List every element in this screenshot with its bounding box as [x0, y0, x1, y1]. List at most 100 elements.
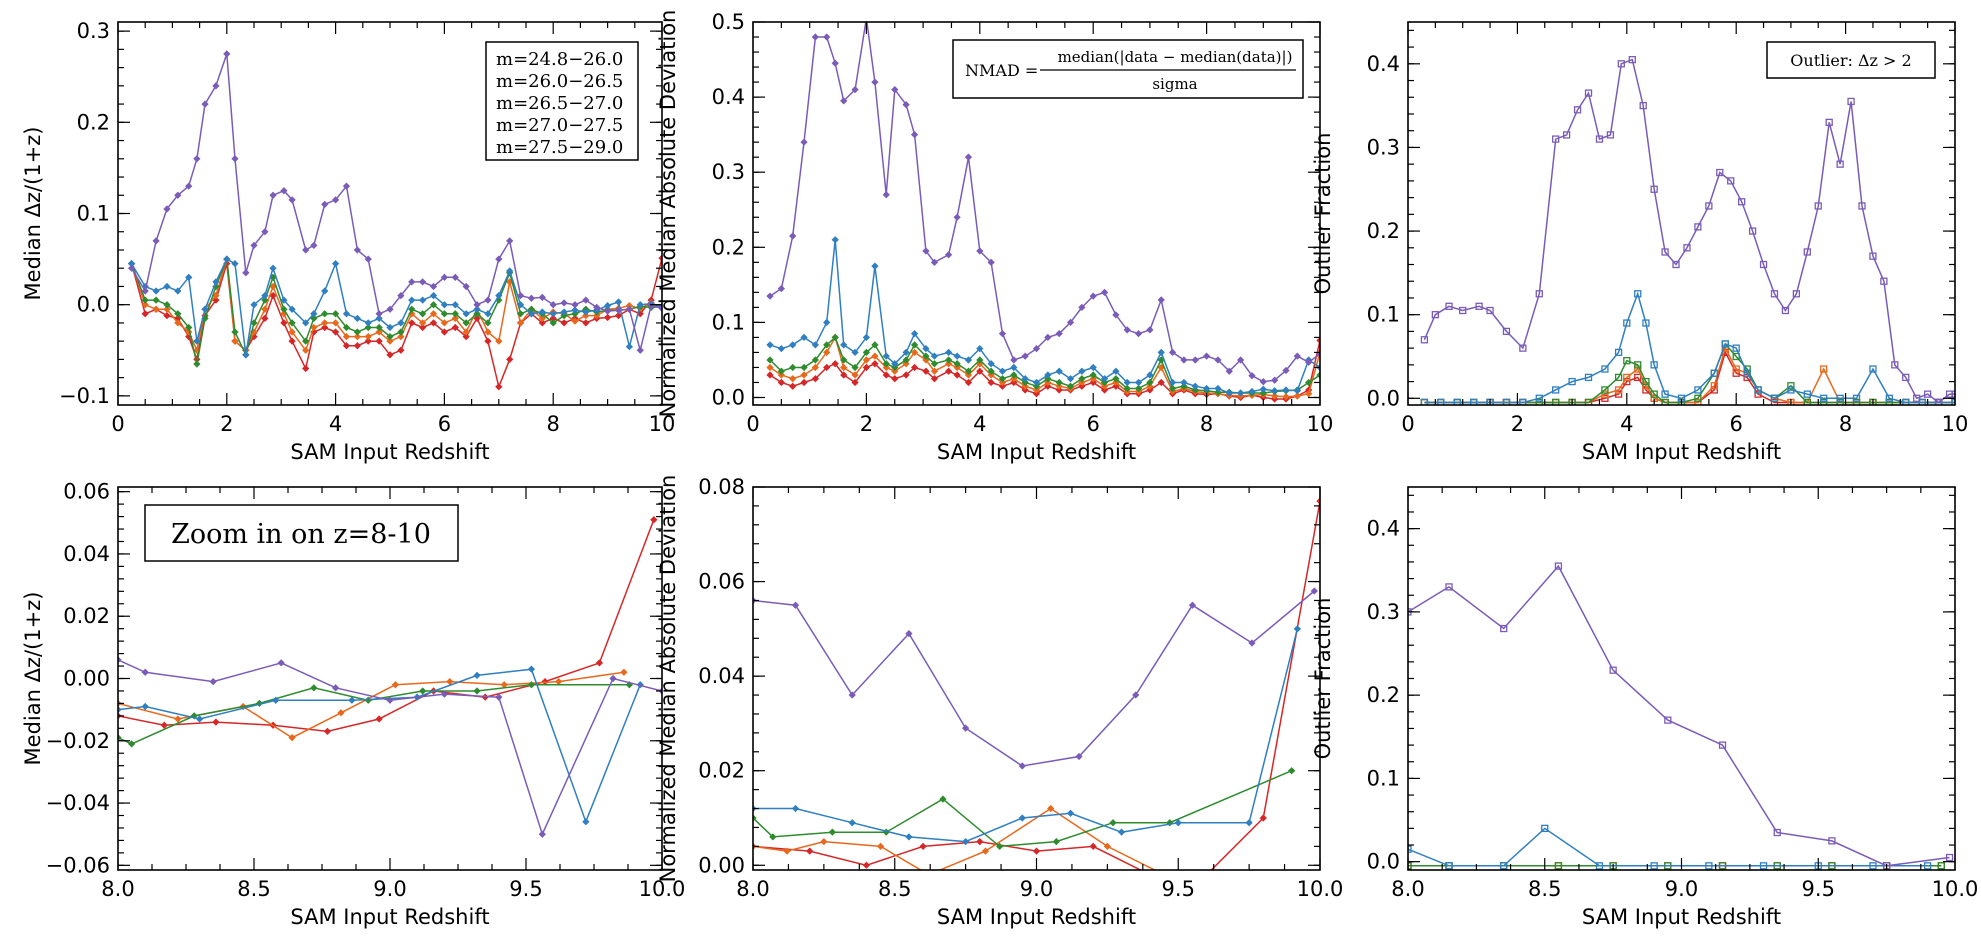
data-point	[777, 367, 785, 375]
data-point	[451, 273, 459, 281]
data-point	[549, 310, 557, 318]
x-tick-label: 10.0	[1932, 877, 1979, 901]
zoom-text: Zoom in on z=8-10	[171, 519, 431, 550]
data-point	[1274, 872, 1280, 878]
data-point	[1787, 386, 1795, 394]
data-point	[1554, 862, 1563, 870]
data-point	[910, 363, 919, 372]
data-point	[953, 360, 961, 368]
data-point	[823, 341, 831, 349]
data-point	[1820, 394, 1828, 402]
x-tick-label: 8.5	[878, 877, 911, 901]
data-point	[964, 356, 973, 364]
data-point	[1293, 352, 1301, 360]
data-point	[429, 301, 438, 309]
data-point	[152, 296, 160, 304]
data-point	[527, 681, 536, 689]
data-point	[930, 258, 939, 266]
x-tick-label: 10	[1942, 412, 1969, 436]
data-point	[1743, 369, 1751, 377]
y-tick-label: 0.4	[712, 85, 745, 109]
data-point	[1601, 394, 1609, 402]
data-point	[1134, 330, 1143, 338]
data-point	[1924, 390, 1932, 398]
data-point	[922, 352, 930, 360]
data-point	[571, 306, 579, 314]
panel-6: 8.0 8.5 9.0 9.5 10.0 0.0 0.1 0.2 0.3 0.4 SAM Input…	[1311, 486, 1979, 929]
data-point	[987, 360, 995, 368]
data-point	[429, 310, 438, 318]
data-point	[1282, 366, 1290, 375]
data-point	[1021, 382, 1029, 390]
data-point	[1310, 587, 1318, 595]
x-tick-label: 9.0	[373, 877, 406, 901]
data-point	[571, 310, 579, 318]
data-point	[193, 337, 201, 345]
data-point	[930, 367, 939, 375]
legend-item-3: m=26.5−27.0	[496, 93, 623, 114]
data-point	[806, 847, 814, 855]
data-point	[419, 319, 427, 327]
data-point	[1820, 398, 1828, 405]
x-tick-label: 8.5	[237, 877, 270, 901]
data-point	[538, 314, 546, 322]
panel-2: 0 2 4 6 8 10 0.0 0.1 0.2 0.3 0.4 0.5 SAM Input Redsh…	[656, 10, 1333, 464]
data-point	[571, 317, 579, 325]
y-tick-label: 0.0	[1367, 386, 1400, 410]
data-point	[1044, 333, 1052, 342]
data-point	[769, 833, 777, 841]
data-point	[255, 699, 264, 708]
data-point	[831, 360, 839, 368]
legend-item-4: m=27.0−27.5	[496, 115, 623, 136]
data-point	[506, 267, 514, 275]
data-point	[549, 301, 557, 309]
data-point	[1836, 394, 1844, 402]
data-point	[1103, 842, 1111, 850]
x-tick-label: 10	[649, 412, 676, 436]
data-point	[280, 296, 288, 304]
data-point	[1770, 290, 1779, 298]
data-point	[840, 371, 848, 379]
data-point	[185, 273, 193, 281]
data-point	[331, 684, 340, 692]
data-point	[1032, 378, 1041, 387]
data-point	[440, 273, 449, 281]
data-point	[1880, 277, 1888, 285]
data-point	[277, 659, 285, 667]
series-line-m=24.8-26.0	[130, 258, 662, 390]
data-point	[1420, 398, 1429, 405]
data-point	[408, 296, 416, 304]
data-point	[1705, 862, 1713, 870]
data-point	[1044, 378, 1052, 387]
data-point	[1075, 752, 1083, 761]
data-point	[1089, 292, 1097, 300]
data-point	[882, 360, 890, 368]
data-point	[321, 319, 329, 327]
data-point	[375, 715, 383, 723]
series-line-m=26.5-27.0	[753, 770, 1292, 848]
data-point	[302, 337, 310, 345]
x-tick-label: 0	[1401, 412, 1414, 436]
data-point	[593, 303, 601, 312]
data-point	[1293, 387, 1301, 395]
data-point	[1519, 344, 1527, 352]
data-point	[1453, 398, 1461, 405]
data-point	[964, 153, 973, 161]
plot-area	[753, 497, 1320, 878]
data-point	[1661, 248, 1669, 256]
data-point	[823, 348, 831, 357]
data-point	[462, 332, 470, 341]
data-point	[1100, 382, 1109, 390]
y-axis-title: Median Δz/(1+z)	[21, 592, 45, 766]
data-point	[353, 328, 361, 336]
data-point	[331, 196, 340, 204]
data-point	[862, 348, 871, 357]
data-point	[1759, 260, 1768, 269]
data-point	[919, 842, 927, 850]
data-point	[902, 371, 910, 379]
data-point	[408, 305, 416, 313]
data-point	[440, 301, 449, 309]
data-point	[891, 363, 899, 372]
data-point	[429, 282, 438, 291]
